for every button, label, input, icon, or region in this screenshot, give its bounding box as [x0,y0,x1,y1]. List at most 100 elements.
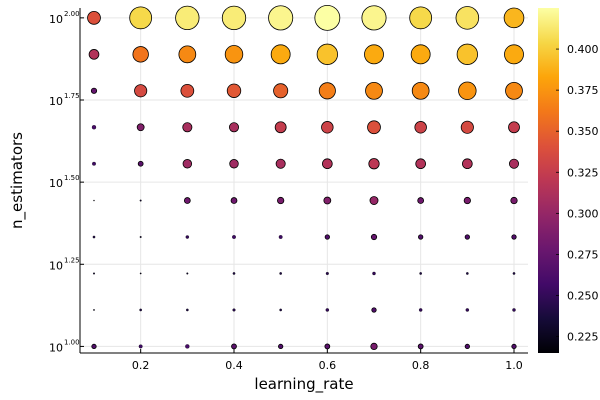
colorbar-tick-label: 0.275 [567,248,599,261]
data-point [277,196,285,205]
colorbar-tick-label: 0.350 [567,125,599,138]
x-tick-label: 0.4 [225,359,243,372]
data-point [129,6,153,30]
data-point [410,44,431,65]
data-point [511,234,517,240]
colorbar-tick-label: 0.325 [567,166,599,179]
data-point [512,308,516,312]
y-tick-label-exponent: 1.75 [64,92,80,100]
data-point [503,7,525,29]
data-point [323,196,332,205]
data-point [367,120,381,135]
data-point [321,121,334,134]
y-tick-label-base: 10 [49,341,63,354]
data-point [456,43,478,65]
data-point [273,83,289,99]
data-point [92,161,96,166]
data-point [90,87,98,94]
colorbar-tick-label: 0.375 [567,84,599,97]
x-axis-label: learning_rate [254,375,353,394]
data-point [464,234,470,240]
data-point [372,271,376,276]
y-tick-label-exponent: 1.00 [64,338,80,346]
data-point [462,158,473,170]
y-tick-label-base: 10 [49,13,63,26]
data-point [318,82,336,100]
y-tick-label-exponent: 2.00 [64,10,80,18]
data-point [278,235,283,239]
x-tick-label: 0.6 [319,359,337,372]
colorbar-gradient [538,8,559,353]
data-point [175,5,200,30]
data-point [324,234,330,240]
data-point [316,43,338,65]
data-point [512,272,516,275]
x-tick-label: 1.0 [505,359,523,372]
data-point [228,122,240,133]
y-tick-label-exponent: 1.25 [64,256,80,264]
data-point [365,81,383,100]
data-point [458,81,477,101]
data-point [368,158,380,170]
data-point [224,45,244,64]
data-point [464,343,470,350]
data-point [508,121,520,134]
data-point [93,199,95,202]
data-point [137,160,144,167]
data-point [186,272,189,275]
data-point [314,4,341,31]
x-tick-label: 0.8 [412,359,430,372]
colorbar: 0.225 0.250 0.275 0.300 0.325 0.350 0.375 0.400 [538,8,599,353]
data-point [511,343,517,350]
data-point [418,308,423,312]
data-point [370,233,378,241]
data-point [417,343,424,350]
data-point [510,196,518,205]
data-point [274,121,287,134]
data-point [87,10,101,25]
data-point [414,121,427,134]
data-point [226,83,242,98]
data-point [185,235,190,239]
data-point [186,308,189,312]
data-point [91,343,97,350]
data-point [504,44,524,65]
data-point [415,158,426,170]
colorbar-tick-label: 0.225 [567,331,599,344]
data-point [232,272,236,275]
grid-lines [80,8,528,353]
data-point [460,120,474,134]
data-point [418,234,424,240]
data-point [178,45,197,64]
data-point [132,46,149,63]
data-point [93,272,95,275]
data-point [92,235,96,239]
data-point [183,197,191,204]
data-point [136,123,145,132]
data-point [370,342,378,351]
x-tick-label: 0.2 [132,359,150,372]
y-tick-label-base: 10 [49,259,63,272]
data-point [182,122,193,133]
colorbar-tick-label: 0.300 [567,207,599,220]
y-tick-label-base: 10 [49,177,63,190]
y-axis-label: n_estimators [8,132,27,229]
data-point [455,6,480,30]
data-point [139,199,142,202]
data-point [279,272,282,275]
data-point [270,44,291,65]
data-point [138,344,143,349]
data-point [417,197,425,204]
data-point [182,159,193,169]
data-point [505,81,523,100]
data-point [88,49,100,60]
data-points [87,4,525,351]
data-point [230,197,238,204]
data-point [361,5,387,31]
data-point [465,308,470,312]
data-point [325,308,330,312]
data-point [93,309,95,311]
data-point [275,158,286,169]
